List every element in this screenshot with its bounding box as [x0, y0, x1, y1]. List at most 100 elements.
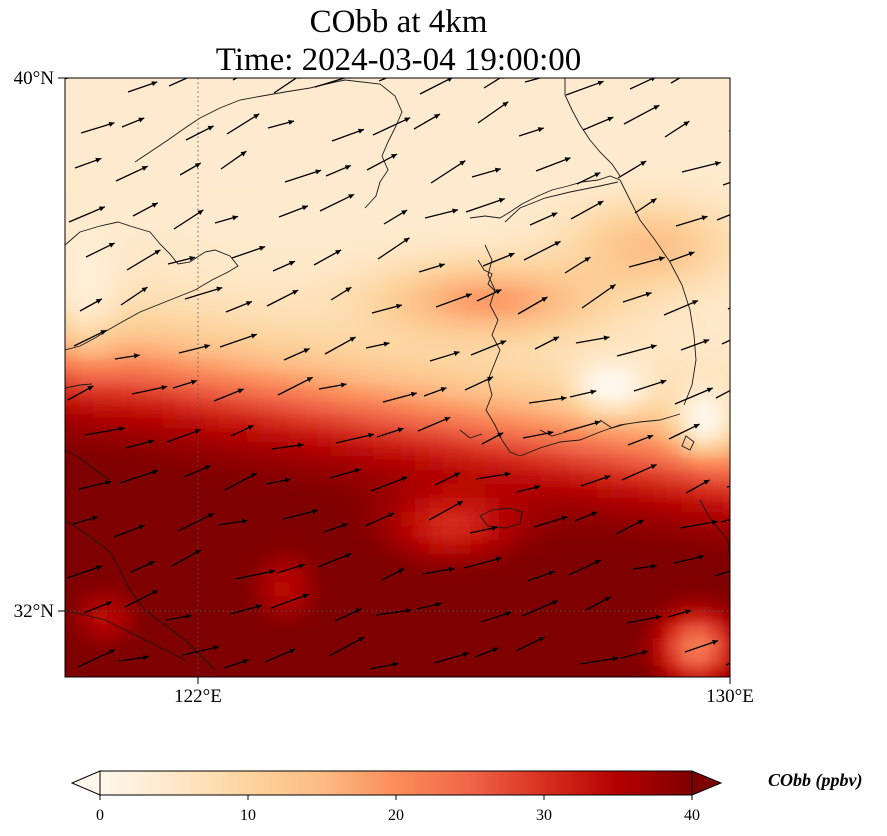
field-cell — [135, 498, 150, 513]
field-cell — [513, 106, 528, 121]
field-cell — [639, 316, 654, 331]
field-cell — [723, 372, 730, 387]
field-cell — [443, 386, 458, 401]
field-cell — [149, 330, 164, 345]
wind-arrow-shaft — [721, 339, 730, 345]
field-cell — [191, 78, 206, 93]
field-cell — [373, 652, 388, 667]
field-cell — [737, 610, 752, 625]
field-cell — [443, 680, 458, 695]
field-cell — [443, 232, 458, 247]
wind-arrow-head — [642, 650, 649, 656]
field-cell — [401, 372, 416, 387]
field-cell — [443, 78, 458, 93]
field-cell — [541, 386, 556, 401]
field-cell — [611, 540, 626, 555]
field-cell — [149, 400, 164, 415]
field-cell — [135, 302, 150, 317]
field-cell — [205, 176, 220, 191]
field-cell — [499, 512, 514, 527]
wind-arrow-shaft — [80, 122, 115, 134]
field-cell — [583, 582, 598, 597]
field-cell — [485, 610, 500, 625]
field-cell — [709, 274, 724, 289]
field-cell — [177, 246, 192, 261]
field-cell — [415, 512, 430, 527]
field-cell — [597, 680, 612, 695]
field-cell — [331, 260, 346, 275]
field-cell — [681, 274, 696, 289]
field-cell — [625, 414, 640, 429]
field-cell — [541, 652, 556, 667]
field-cell — [387, 540, 402, 555]
field-cell — [65, 176, 66, 191]
field-cell — [345, 134, 360, 149]
field-cell — [597, 358, 612, 373]
field-cell — [737, 274, 752, 289]
field-cell — [555, 106, 570, 121]
field-cell — [555, 400, 570, 415]
field-cell — [597, 638, 612, 653]
field-cell — [737, 120, 752, 135]
field-cell — [65, 246, 66, 261]
field-cell — [625, 92, 640, 107]
field-cell — [625, 526, 640, 541]
field-cell — [541, 134, 556, 149]
wind-arrow-shaft — [483, 78, 502, 89]
field-cell — [443, 512, 458, 527]
field-cell — [345, 120, 360, 135]
field-cell — [569, 274, 584, 289]
field-cell — [709, 106, 724, 121]
wind-arrow-head — [148, 561, 155, 567]
field-cell — [485, 134, 500, 149]
field-cell — [471, 638, 486, 653]
field-cell — [723, 162, 730, 177]
wind-arrow-head — [161, 385, 168, 391]
field-cell — [163, 442, 178, 457]
field-cell — [471, 540, 486, 555]
field-cell — [653, 148, 668, 163]
field-cell — [499, 218, 514, 233]
field-cell — [275, 498, 290, 513]
field-cell — [569, 302, 584, 317]
field-cell — [191, 274, 206, 289]
field-cell — [639, 470, 654, 485]
field-cell — [471, 274, 486, 289]
field-cell — [247, 302, 262, 317]
field-cell — [317, 176, 332, 191]
field-cell — [93, 582, 108, 597]
field-cell — [653, 344, 668, 359]
field-cell — [93, 176, 108, 191]
field-cell — [79, 540, 94, 555]
field-cell — [737, 260, 752, 275]
field-cell — [513, 610, 528, 625]
field-cell — [261, 246, 276, 261]
field-cell — [653, 274, 668, 289]
field-cell — [345, 456, 360, 471]
field-cell — [625, 386, 640, 401]
korea-north-coast — [469, 175, 621, 219]
field-cell — [65, 568, 66, 583]
field-cell — [597, 120, 612, 135]
field-cell — [93, 652, 108, 667]
field-cell — [93, 526, 108, 541]
field-cell — [667, 344, 682, 359]
wind-arrow-head — [284, 477, 291, 483]
wind-arrow-head — [541, 297, 548, 302]
field-cell — [219, 92, 234, 107]
wind-arrow-head — [454, 472, 461, 478]
field-cell — [261, 162, 276, 177]
field-cell — [275, 414, 290, 429]
field-cell — [65, 246, 80, 261]
field-cell — [149, 78, 164, 79]
field-cell — [415, 652, 430, 667]
field-cell — [275, 288, 290, 303]
field-cell — [611, 78, 626, 93]
field-cell — [429, 232, 444, 247]
field-cell — [513, 134, 528, 149]
field-cell — [79, 316, 94, 331]
field-cell — [415, 344, 430, 359]
field-cell — [275, 246, 290, 261]
field-cell — [317, 540, 332, 555]
field-cell — [387, 624, 402, 639]
